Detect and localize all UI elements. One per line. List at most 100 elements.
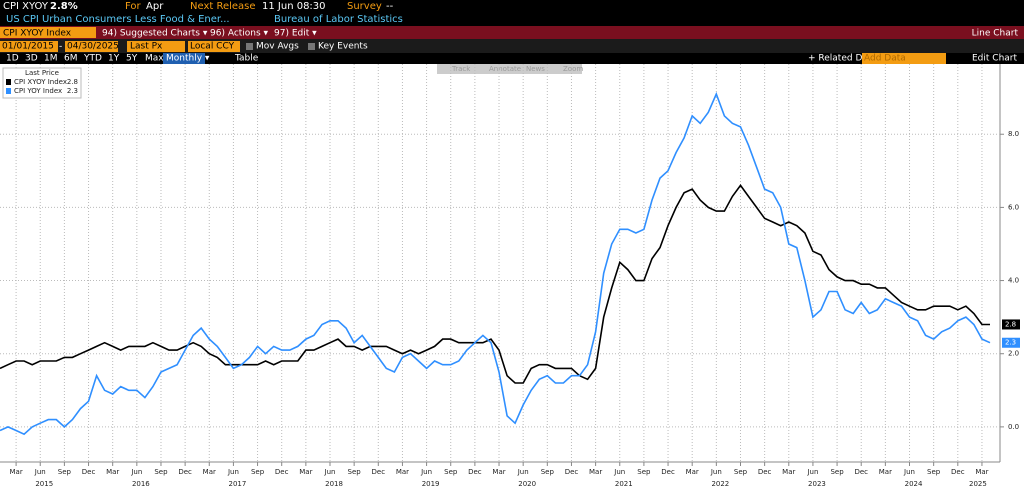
x-tick-label: Jun <box>903 468 915 476</box>
menu-suggested[interactable]: 94) Suggested Charts ▾ <box>102 29 208 39</box>
y-tick-label: 4.0 <box>1008 277 1019 285</box>
range-bg <box>0 53 1024 64</box>
grid: 0.0 2.0 4.0 6.0 8.0 Mar Jun Sep Dec Mar Jun Sep Dec M… <box>0 64 1019 488</box>
chart-type: Line Chart <box>972 29 1019 39</box>
field-box[interactable] <box>127 41 185 52</box>
tool-button[interactable]: Zoom <box>563 65 583 73</box>
start-date[interactable]: 01/01/2015 <box>2 42 54 52</box>
x-tick-label: Mar <box>589 468 602 476</box>
end-date[interactable]: 04/30/2025 <box>67 42 119 52</box>
x-year-label: 2023 <box>808 480 826 488</box>
edit-chart[interactable]: Edit Chart <box>972 54 1017 64</box>
key-events[interactable]: Key Events <box>318 42 368 52</box>
last-value-label: 2.8 <box>1005 320 1016 328</box>
plot-bg <box>0 64 1000 462</box>
x-tick-label: Dec <box>178 468 192 476</box>
x-tick-label: Jun <box>130 468 142 476</box>
security-box[interactable] <box>0 27 96 38</box>
x-tick-label: Jun <box>227 468 239 476</box>
x-tick-label: Sep <box>251 468 265 476</box>
legend-entries: CPI XYOY Index 2.8 CPI YOY Index 2.3 <box>6 78 78 95</box>
x-tick-label: Dec <box>951 468 965 476</box>
period-box[interactable] <box>163 53 205 64</box>
tool-bar <box>437 64 582 74</box>
x-tick-label: Jun <box>420 468 432 476</box>
ticker: CPI XYOY <box>3 1 49 12</box>
legend-value: 2.3 <box>67 87 78 95</box>
add-data[interactable]: Add Data <box>864 54 906 64</box>
range-button[interactable]: 5Y <box>126 54 138 64</box>
menu-actions[interactable]: 96) Actions ▾ <box>210 29 269 39</box>
x-tick-label: Sep <box>154 468 168 476</box>
range-button[interactable]: 6M <box>64 54 78 64</box>
x-tick-label: Dec <box>565 468 579 476</box>
range-button[interactable]: Max <box>145 54 164 64</box>
tool-button[interactable]: Annotate <box>489 65 521 73</box>
period[interactable]: Monthly ▾ <box>166 54 210 64</box>
survey-value: -- <box>386 1 394 12</box>
next-label: Next Release <box>190 1 256 12</box>
x-tick-label: Mar <box>9 468 22 476</box>
ccy-box[interactable] <box>188 41 240 52</box>
table[interactable]: Table <box>234 54 259 64</box>
add-data-box[interactable] <box>862 53 946 64</box>
x-tick-label: Sep <box>734 468 748 476</box>
x-tick-label: Dec <box>758 468 772 476</box>
security[interactable]: CPI XYOY Index <box>3 29 72 39</box>
series-line <box>0 91 991 436</box>
dash: - <box>59 42 62 52</box>
source: Bureau of Labor Statistics <box>274 14 403 25</box>
x-tick-label: Sep <box>58 468 72 476</box>
last-value-box <box>1002 337 1020 348</box>
x-tick-label: Mar <box>492 468 505 476</box>
tool-button[interactable]: Track <box>451 65 471 73</box>
x-tick-label: Dec <box>854 468 868 476</box>
last-value-label: 2.3 <box>1005 339 1016 347</box>
x-tick-label: Dec <box>661 468 675 476</box>
field[interactable]: Last Px <box>130 42 163 52</box>
x-tick-label: Mar <box>782 468 795 476</box>
legend <box>2 67 82 99</box>
checkbox[interactable] <box>308 43 315 50</box>
checkbox[interactable] <box>246 43 253 50</box>
range-button[interactable]: 1Y <box>108 54 120 64</box>
for-label: For <box>125 1 142 12</box>
tool-button[interactable]: News <box>526 65 545 73</box>
survey-label: Survey <box>347 1 382 12</box>
related[interactable]: + Related Dat <box>808 54 872 64</box>
x-year-label: 2025 <box>969 480 987 488</box>
x-axis-bg <box>0 462 1024 492</box>
x-tick-label: Jun <box>517 468 529 476</box>
y-tick-label: 6.0 <box>1008 203 1019 211</box>
start-box[interactable] <box>0 41 58 52</box>
currency[interactable]: Local CCY <box>190 42 235 52</box>
x-year-label: 2021 <box>615 480 633 488</box>
mov-avgs[interactable]: Mov Avgs <box>256 42 299 52</box>
x-tick-label: Dec <box>372 468 386 476</box>
y-tick-label: 0.0 <box>1008 423 1019 431</box>
x-year-label: 2015 <box>35 480 53 488</box>
y-tick-label: 8.0 <box>1008 130 1019 138</box>
range-button[interactable]: 1D <box>6 54 19 64</box>
range-button[interactable]: 3D <box>25 54 38 64</box>
x-tick-label: Mar <box>879 468 892 476</box>
range-button[interactable]: 1M <box>44 54 58 64</box>
menu-edit[interactable]: 97) Edit ▾ <box>274 29 317 39</box>
series-line <box>0 184 990 384</box>
range-button[interactable]: YTD <box>83 54 102 64</box>
x-tick-label: Sep <box>637 468 651 476</box>
x-tick-label: Sep <box>348 468 362 476</box>
end-box[interactable] <box>65 41 118 52</box>
x-tick-label: Mar <box>396 468 409 476</box>
x-tick-label: Jun <box>324 468 336 476</box>
x-tick-label: Sep <box>444 468 458 476</box>
legend-swatch <box>6 88 11 94</box>
x-year-label: 2018 <box>325 480 343 488</box>
x-tick-label: Dec <box>82 468 96 476</box>
x-tick-label: Mar <box>299 468 312 476</box>
x-tick-label: Mar <box>106 468 119 476</box>
y-axis-bg <box>1000 64 1024 462</box>
legend-label: CPI YOY Index <box>14 87 62 95</box>
legend-swatch <box>6 79 11 85</box>
